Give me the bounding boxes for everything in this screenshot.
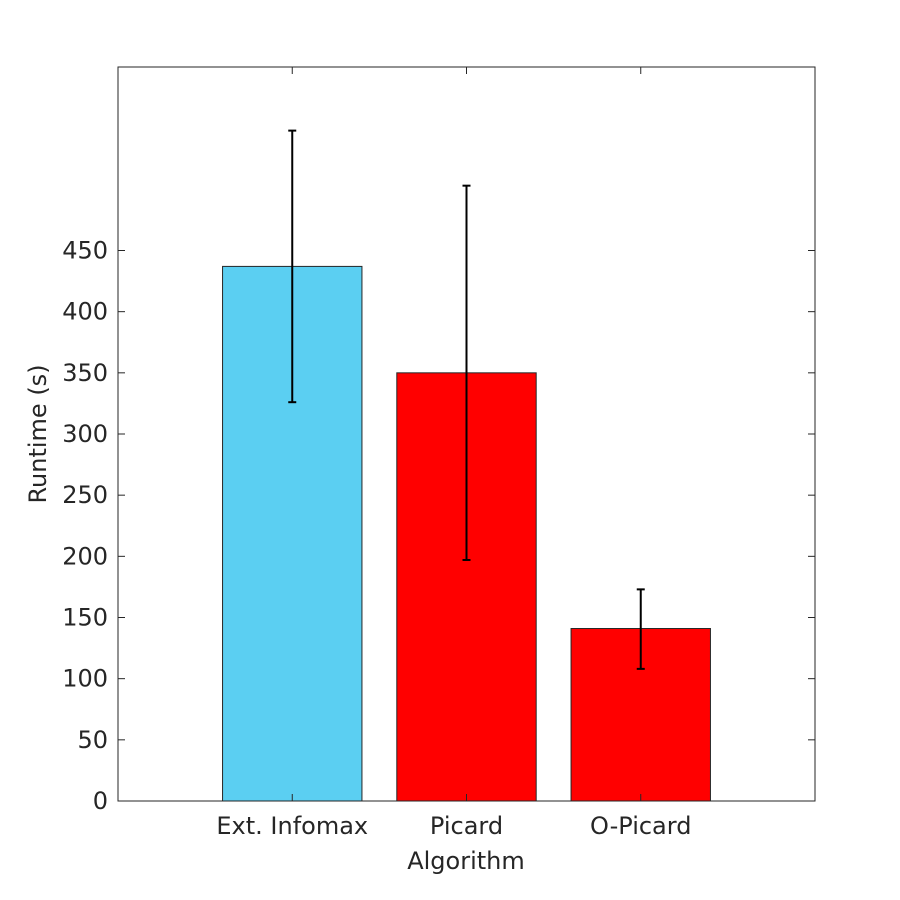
error-bar-ext-infomax — [288, 129, 297, 404]
y-ticks-layer: 0 50 100 150 200 250 300 350 400 450 — [62, 237, 815, 815]
x-ticks-layer: Ext. Infomax Picard O-Picard — [216, 67, 691, 840]
y-tick-label: 450 — [62, 237, 108, 265]
error-bar-picard — [462, 184, 471, 562]
error-bar-o-picard — [636, 588, 645, 670]
y-tick-label: 0 — [93, 787, 108, 815]
x-tick-label-ext-infomax: Ext. Infomax — [216, 812, 368, 840]
x-tick-label-o-picard: O-Picard — [590, 812, 691, 840]
y-tick-label: 300 — [62, 420, 108, 448]
y-tick-label: 100 — [62, 665, 108, 693]
y-tick-label: 200 — [62, 542, 108, 570]
error-bars-layer — [288, 129, 645, 670]
y-tick-label: 400 — [62, 298, 108, 326]
y-axis-title: Runtime (s) — [24, 364, 52, 503]
x-tick-label-picard: Picard — [430, 812, 503, 840]
y-tick-label: 150 — [62, 604, 108, 632]
y-tick-label: 50 — [77, 726, 108, 754]
x-axis-title: Algorithm — [407, 847, 525, 875]
y-tick-label: 250 — [62, 481, 108, 509]
y-tick-label: 350 — [62, 359, 108, 387]
